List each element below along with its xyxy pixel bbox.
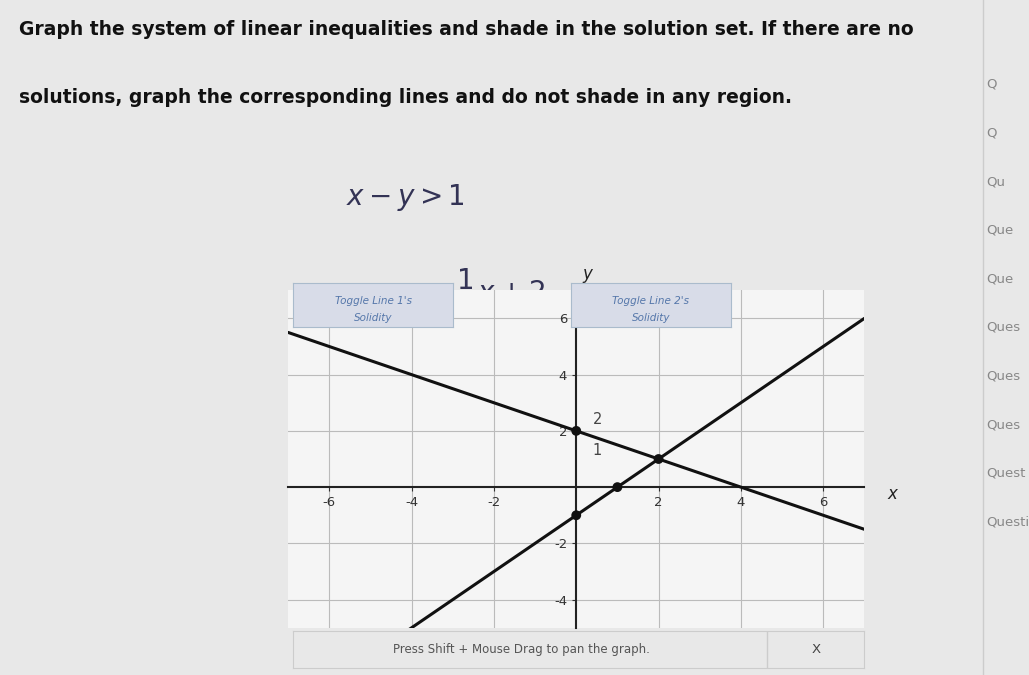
Point <box>609 482 626 493</box>
Text: Press Shift + Mouse Drag to pan the graph.: Press Shift + Mouse Drag to pan the grap… <box>393 643 650 656</box>
Text: Q: Q <box>986 126 996 140</box>
Text: Que: Que <box>986 272 1013 286</box>
Text: Ques: Ques <box>986 321 1020 334</box>
Text: Que: Que <box>986 223 1013 237</box>
Text: $y < -\dfrac{1}{2}x + 2$: $y < -\dfrac{1}{2}x + 2$ <box>382 267 544 321</box>
Text: Quest: Quest <box>986 466 1025 480</box>
Text: solutions, graph the corresponding lines and do not shade in any region.: solutions, graph the corresponding lines… <box>20 88 792 107</box>
Text: Solidity: Solidity <box>632 313 670 323</box>
Point <box>568 425 584 436</box>
Text: $\mathit{x}$: $\mathit{x}$ <box>887 485 899 503</box>
Text: Questi: Questi <box>986 515 1029 529</box>
Text: X: X <box>811 643 820 656</box>
Text: $x - y > 1$: $x - y > 1$ <box>346 182 465 213</box>
Text: Ques: Ques <box>986 369 1020 383</box>
Text: 2: 2 <box>593 412 602 427</box>
Text: Q: Q <box>986 78 996 91</box>
Text: $y$: $y$ <box>582 267 595 285</box>
Text: Graph the system of linear inequalities and shade in the solution set. If there : Graph the system of linear inequalities … <box>20 20 914 39</box>
Point <box>568 510 584 520</box>
Text: Toggle Line 2's: Toggle Line 2's <box>612 296 689 306</box>
Text: Solidity: Solidity <box>354 313 392 323</box>
Text: Qu: Qu <box>986 175 1004 188</box>
Text: Ques: Ques <box>986 418 1020 431</box>
Text: Toggle Line 1's: Toggle Line 1's <box>334 296 412 306</box>
Text: 1: 1 <box>593 443 602 458</box>
Point <box>650 454 667 464</box>
